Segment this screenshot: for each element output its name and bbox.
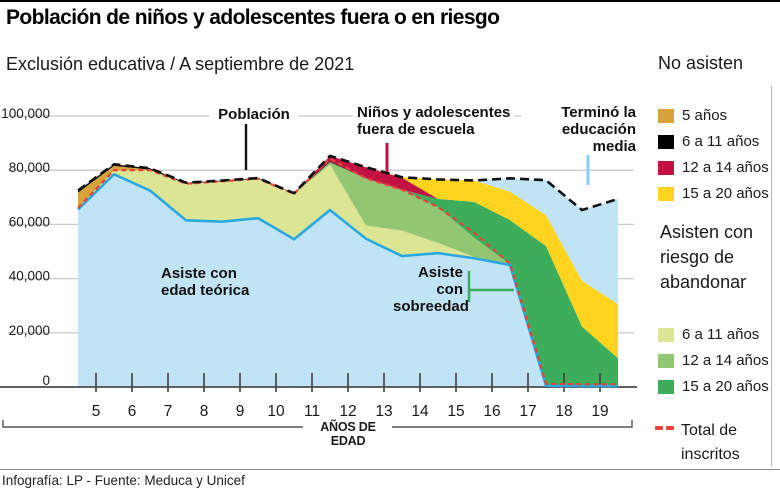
x-axis-label: 9: [236, 403, 245, 420]
area-riesgo_15_20: [78, 162, 618, 386]
y-axis-label: 60,000: [9, 214, 50, 229]
legend-label: 5 años: [682, 107, 728, 124]
y-axis-label: 80,000: [9, 160, 50, 175]
footer-divider: [0, 469, 780, 470]
legend-label: 12 a 14 años: [682, 159, 769, 176]
legend-item-12-14-riesgo: 12 a 14 años: [658, 352, 769, 369]
legend-label: 12 a 14 años: [682, 352, 769, 369]
legend-label: 6 a 11 años: [682, 326, 760, 343]
x-axis-label: 11: [304, 403, 320, 420]
annotation-asiste-sobreedad: Asiste con sobreedad: [393, 264, 469, 315]
legend-swatch-5-anos: [658, 108, 674, 123]
legend-swatch-6-11-riesgo: [658, 327, 674, 342]
legend-item-12-14-no-asisten: 12 a 14 años: [658, 159, 769, 176]
footer-credit: Infografía: LP - Fuente: Meduca y Unicef: [2, 473, 245, 488]
top-border: [0, 0, 780, 2]
legend-divider: [771, 86, 772, 466]
red-dash-icon: [655, 426, 674, 467]
y-axis-label: 20,000: [9, 323, 50, 338]
y-axis-label: 100,000: [1, 106, 50, 121]
legend-item-5-anos: 5 años: [658, 107, 727, 124]
area-teorica: [78, 174, 618, 387]
line-total-inscritos: [77, 157, 618, 386]
x-axis-label: 5: [92, 403, 101, 420]
x-axis-label: 8: [200, 403, 209, 420]
page-title: Población de niños y adolescentes fuera …: [6, 6, 500, 29]
x-axis-label: 19: [591, 403, 608, 420]
x-axis-bracket: [2, 420, 633, 428]
x-axis-label: 18: [555, 403, 572, 420]
legend-label-total: Total de inscritos: [681, 422, 740, 463]
legend-swatch-12-14-riesgo: [658, 353, 674, 368]
legend-item-15-20-no-asisten: 15 a 20 años: [658, 185, 769, 202]
legend-label: 15 a 20 años: [682, 378, 769, 395]
legend-swatch-6-11-no-asisten: [658, 134, 674, 149]
sobreedad-bracket: [467, 271, 514, 302]
legend-item-15-20-riesgo: 15 a 20 años: [658, 378, 769, 395]
x-axis-label: 6: [128, 403, 137, 420]
x-axis-label: 15: [447, 403, 464, 420]
legend-swatch-12-14-no-asisten: [658, 160, 674, 175]
y-axis-label: 0: [42, 373, 50, 388]
x-axis-label: 16: [483, 403, 500, 420]
line-poblacion: [77, 154, 619, 212]
legend-label: 15 a 20 años: [682, 185, 769, 202]
annotation-asiste-teorica: Asiste con edad teórica: [161, 265, 250, 299]
annotation-termino-media: Terminó la educación media: [522, 104, 640, 155]
annotation-poblacion: Población: [210, 106, 298, 123]
legend-label: 6 a 11 años: [682, 133, 760, 150]
x-axis-label: 7: [164, 403, 173, 420]
x-axis-title: AÑOS DE EDAD: [306, 420, 390, 448]
legend-swatch-15-20-no-asisten: [658, 186, 674, 201]
y-axis-label: 40,000: [9, 269, 50, 284]
legend-item-6-11-riesgo: 6 a 11 años: [658, 326, 759, 343]
legend-swatch-15-20-riesgo: [658, 379, 674, 394]
x-axis-label: 10: [267, 403, 285, 420]
x-axis-label: 14: [411, 403, 429, 420]
legend-heading-riesgo: Asisten con riesgo de abandonar: [660, 222, 754, 292]
legend-item-total-inscritos: Total de inscritos: [655, 419, 740, 467]
legend-item-6-11-no-asisten: 6 a 11 años: [658, 133, 759, 150]
legend-heading-no-asisten: No asisten: [658, 53, 744, 73]
x-axis-label: 17: [519, 403, 536, 420]
x-axis-label: 13: [375, 403, 392, 420]
annotation-fuera-de-escuela: Niños y adolescentes fuera de escuela: [353, 104, 515, 138]
chart-subtitle: Exclusión educativa / A septiembre de 20…: [6, 54, 355, 74]
x-axis-label: 12: [339, 403, 356, 420]
